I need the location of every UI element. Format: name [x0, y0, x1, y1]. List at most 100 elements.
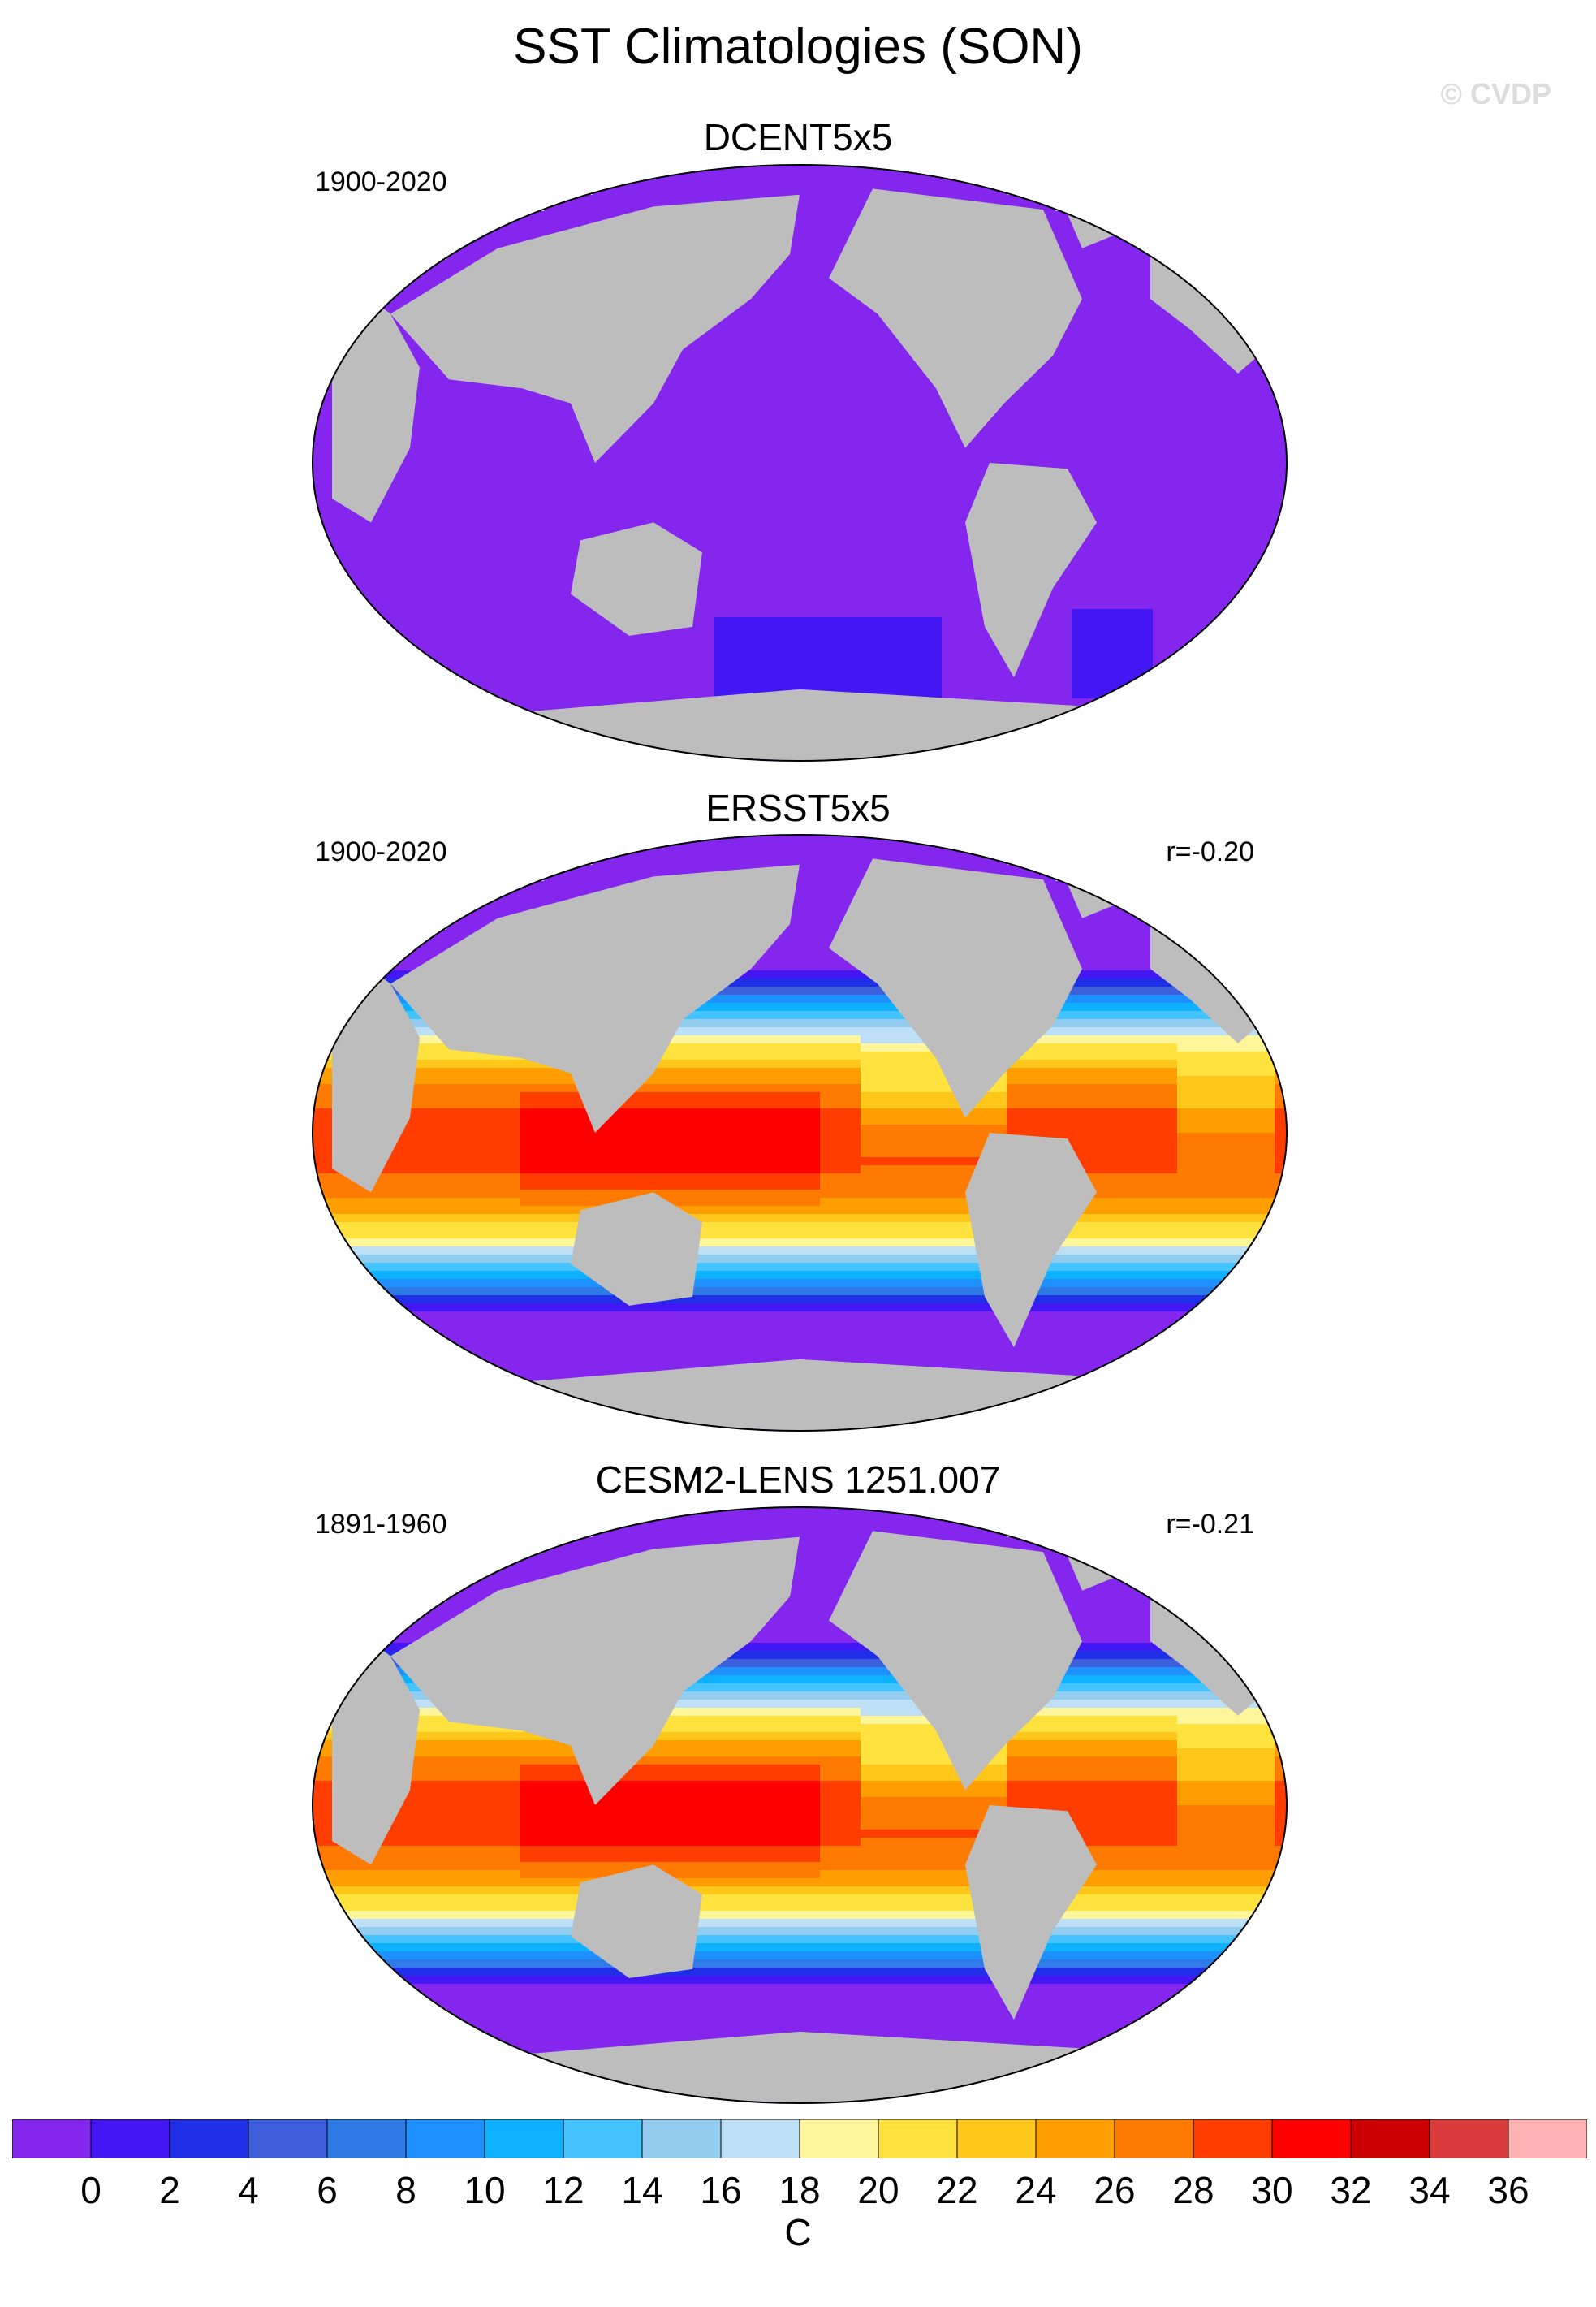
sst-cell	[1185, 439, 1194, 447]
sst-cell	[861, 333, 869, 342]
sst-cell	[787, 512, 796, 521]
sst-cell	[1250, 430, 1259, 439]
sst-cell	[706, 179, 715, 188]
sst-cell	[820, 300, 829, 309]
sst-cell	[804, 382, 813, 391]
sst-cell	[917, 422, 926, 431]
sst-cell	[828, 374, 837, 382]
sst-cell	[731, 309, 740, 318]
sst-cell	[625, 463, 634, 472]
sst-cell	[1137, 414, 1145, 423]
sst-cell	[601, 203, 610, 212]
sst-cell	[901, 414, 910, 423]
sst-cell	[471, 439, 480, 447]
sst-cell	[1080, 544, 1089, 553]
sst-cell	[885, 179, 894, 188]
sst-cell	[925, 552, 934, 561]
sst-cell	[1104, 463, 1113, 472]
sst-cell	[804, 495, 813, 504]
sst-cell	[828, 414, 837, 423]
sst-cell	[1266, 422, 1275, 431]
sst-cell	[942, 471, 951, 480]
sst-cell	[820, 333, 829, 342]
sst-cell	[1047, 455, 1056, 464]
sst-cell	[893, 349, 902, 358]
sst-cell	[568, 447, 577, 456]
sst-cell	[714, 536, 723, 545]
sst-cell	[552, 503, 561, 512]
sst-cell	[1112, 374, 1121, 382]
sst-cell	[771, 268, 780, 277]
sst-cell	[836, 528, 845, 537]
sst-cell	[674, 179, 683, 188]
sst-cell	[982, 463, 991, 472]
sst-cell	[779, 455, 788, 464]
sst-cell	[812, 165, 821, 171]
sst-cell	[1104, 503, 1113, 512]
sst-cell	[1283, 439, 1287, 447]
sst-cell	[1063, 463, 1072, 472]
sst-cell	[714, 544, 723, 553]
sst-cell	[771, 479, 780, 488]
sst-cell	[698, 552, 707, 561]
sst-cell	[796, 374, 804, 382]
sst-cell	[966, 503, 975, 512]
sst-cell	[714, 414, 723, 423]
sst-cell	[568, 536, 577, 545]
sst-cell	[1096, 341, 1105, 350]
sst-cell	[1161, 349, 1170, 358]
sst-cell	[869, 430, 878, 439]
sst-cell	[1226, 439, 1235, 447]
sst-cell	[820, 552, 829, 561]
sst-cell	[731, 552, 740, 561]
sst-cell	[617, 203, 626, 212]
sst-cell	[812, 382, 821, 391]
sst-cell	[917, 179, 926, 188]
sst-cell	[438, 528, 447, 537]
sst-cell	[836, 203, 845, 212]
sst-cell	[1275, 463, 1283, 472]
sst-cell	[909, 447, 918, 456]
sst-cell	[731, 171, 740, 179]
sst-cell	[1096, 520, 1105, 529]
sst-cell	[893, 536, 902, 545]
sst-cell	[877, 447, 886, 456]
sst-cell	[609, 528, 618, 537]
sst-cell	[828, 292, 837, 301]
sst-cell	[820, 536, 829, 545]
sst-cell	[723, 365, 731, 374]
sst-cell	[552, 479, 561, 488]
sst-cell	[893, 398, 902, 407]
sst-cell	[1055, 341, 1064, 350]
sst-cell	[1072, 325, 1081, 334]
sst-cell	[909, 544, 918, 553]
sst-cell	[901, 471, 910, 480]
sst-cell	[706, 382, 715, 391]
sst-cell	[576, 503, 585, 512]
sst-cell	[576, 439, 585, 447]
sst-cell	[844, 300, 853, 309]
sst-cell	[836, 503, 845, 512]
sst-cell	[763, 187, 772, 196]
sst-cell	[1137, 544, 1145, 553]
sst-cell	[325, 439, 334, 447]
sst-cell	[771, 171, 780, 179]
sst-cell	[487, 560, 496, 569]
sst-cell	[877, 455, 886, 464]
sst-cell	[414, 487, 423, 496]
sst-cell	[520, 430, 528, 439]
sst-cell	[471, 414, 480, 423]
sst-cell	[560, 560, 569, 569]
sst-cell	[1169, 471, 1178, 480]
sst-cell	[1201, 463, 1210, 472]
sst-cell	[966, 187, 975, 196]
sst-cell	[658, 430, 666, 439]
sst-cell	[633, 479, 642, 488]
sst-cell	[820, 203, 829, 212]
sst-cell	[747, 430, 756, 439]
sst-cell	[1161, 406, 1170, 415]
sst-cell	[398, 512, 407, 521]
sst-cell	[966, 471, 975, 480]
sst-cell	[1201, 357, 1210, 366]
sst-cell	[893, 406, 902, 415]
